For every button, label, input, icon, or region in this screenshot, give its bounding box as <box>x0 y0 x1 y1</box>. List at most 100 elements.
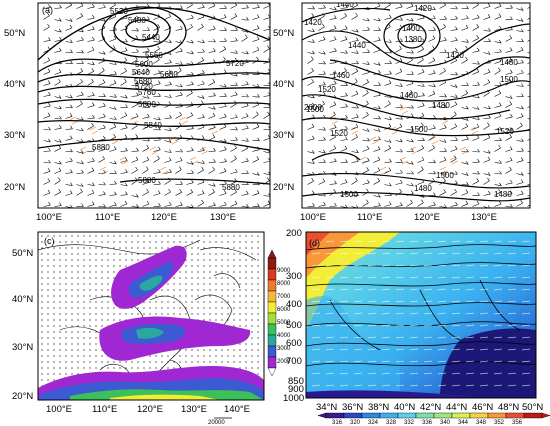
wind-barb-flag <box>201 95 205 99</box>
wind-barb-flag <box>410 3 414 7</box>
wind-barb <box>54 81 61 86</box>
wind-barb <box>197 72 205 75</box>
orange-wind-segment <box>401 110 409 115</box>
y-tick-label: 700 <box>286 356 302 367</box>
vector-dot <box>83 343 85 345</box>
vector-dot <box>65 271 67 273</box>
wind-barb-flag <box>158 38 161 43</box>
wind-barb-flag <box>69 3 72 6</box>
wind-barb <box>527 6 530 9</box>
orange-wind-segment <box>171 140 179 145</box>
wind-barb <box>54 19 62 22</box>
wind-arrow <box>493 336 503 339</box>
x-tick-label: 130°E <box>181 404 207 415</box>
colorbar-segment <box>267 301 277 314</box>
wind-barb <box>186 4 193 9</box>
wind-barb-flag <box>124 200 128 205</box>
orange-wind-segment <box>111 140 119 145</box>
wind-barb-flag <box>213 106 216 110</box>
contour-label: 1500 <box>306 105 324 114</box>
wind-barb <box>252 96 260 98</box>
wind-barb <box>340 70 347 75</box>
wind-barb-flag <box>179 189 182 193</box>
vector-dot <box>77 283 79 285</box>
contour-label: 5800 <box>138 100 156 109</box>
wind-barb <box>329 136 336 141</box>
wind-arrow <box>395 264 405 267</box>
vector-dot <box>167 355 169 357</box>
vector-dot <box>257 241 259 243</box>
wind-barb <box>241 84 249 86</box>
wind-barb-flag <box>224 138 227 143</box>
wind-barb-flag <box>81 116 84 121</box>
x-tick-label: 120°E <box>414 212 440 223</box>
vector-dot <box>239 307 241 309</box>
contour-label: 1380 <box>404 35 422 44</box>
vector-dot <box>95 313 97 315</box>
wind-barb <box>318 181 325 185</box>
wind-barb <box>263 17 270 20</box>
wind-barb <box>197 7 205 9</box>
vector-dot <box>197 241 199 243</box>
wind-barb <box>65 193 73 196</box>
wind-barb-flag <box>433 125 436 129</box>
wind-arrow <box>311 288 321 291</box>
wind-arrow <box>353 324 363 327</box>
wind-arrow <box>367 300 377 303</box>
vector-dot <box>53 283 55 285</box>
wind-barb-flag <box>202 48 205 53</box>
wind-barb <box>252 173 260 176</box>
vector-dot <box>203 283 205 285</box>
wind-barb-flag <box>378 105 381 109</box>
vector-dot <box>41 373 43 375</box>
vector-dot <box>47 235 49 237</box>
wind-arrow <box>465 300 475 303</box>
wind-barb <box>329 183 337 185</box>
vector-dot <box>41 277 43 279</box>
wind-barb-flag <box>70 125 73 129</box>
vector-dot <box>131 247 133 249</box>
orange-wind-segment <box>371 140 379 145</box>
wind-barb-flag <box>256 25 260 29</box>
wind-barb <box>153 48 160 53</box>
wind-barb-flag <box>510 16 513 20</box>
y-tick-label: 30°N <box>273 130 294 141</box>
vector-dot <box>83 253 85 255</box>
vector-dot <box>47 379 49 381</box>
wind-barb <box>197 193 205 196</box>
vector-dot <box>41 301 43 303</box>
wind-barb-flag <box>333 101 337 105</box>
wind-barb-flag <box>157 45 160 50</box>
wind-barb <box>505 104 512 108</box>
wind-barb-flag <box>334 158 337 162</box>
wind-barb-flag <box>69 24 73 29</box>
wind-barb-flag <box>267 45 270 49</box>
wind-barb-flag <box>91 78 94 83</box>
wind-arrow <box>465 252 475 255</box>
wind-barb <box>461 138 469 141</box>
wind-arrow <box>325 360 335 363</box>
wind-barb-flag <box>367 49 370 53</box>
vector-dot <box>185 355 187 357</box>
wind-barb-flag <box>47 112 51 116</box>
wind-arrow <box>367 384 377 387</box>
vector-dot <box>251 325 253 327</box>
wind-barb-flag <box>224 158 227 162</box>
colorbar-segment <box>361 412 381 419</box>
wind-barb-flag <box>103 135 106 140</box>
wind-barb <box>54 162 62 165</box>
wind-barb <box>428 8 436 11</box>
vector-dot <box>59 235 61 237</box>
wind-arrow <box>521 252 531 255</box>
wind-barb-flag <box>136 204 139 208</box>
vector-dot <box>215 313 217 315</box>
orange-wind-segment <box>211 130 219 135</box>
wind-barb-flag <box>355 12 358 17</box>
wind-barb <box>384 140 392 143</box>
vector-dot <box>101 259 103 261</box>
vector-dot <box>41 343 43 345</box>
wind-barb <box>98 7 106 9</box>
wind-barb-flag <box>433 6 436 10</box>
wind-barb <box>384 41 392 43</box>
